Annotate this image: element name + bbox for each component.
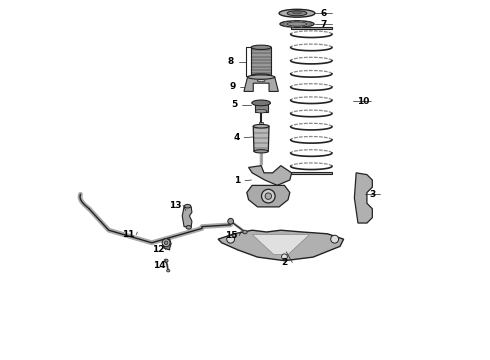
Ellipse shape (279, 9, 315, 17)
Ellipse shape (282, 23, 285, 25)
Ellipse shape (282, 254, 287, 260)
Ellipse shape (293, 11, 301, 14)
Text: 6: 6 (321, 9, 327, 18)
Polygon shape (252, 234, 310, 255)
Ellipse shape (285, 24, 287, 26)
Ellipse shape (265, 193, 271, 199)
Ellipse shape (292, 26, 294, 27)
Text: 7: 7 (321, 20, 327, 29)
Text: 13: 13 (169, 201, 181, 210)
Bar (291, 27, 332, 29)
Bar (259, 122, 263, 125)
Ellipse shape (243, 230, 247, 234)
Polygon shape (247, 185, 290, 207)
Polygon shape (218, 230, 343, 261)
Ellipse shape (252, 79, 270, 82)
Ellipse shape (252, 100, 270, 106)
Bar (251, 47, 271, 76)
Ellipse shape (253, 125, 269, 128)
Ellipse shape (287, 22, 307, 26)
Text: 15: 15 (225, 231, 238, 240)
Text: 4: 4 (233, 133, 240, 142)
Text: 10: 10 (357, 96, 369, 105)
Ellipse shape (164, 259, 168, 262)
Ellipse shape (255, 109, 267, 113)
Bar (255, 103, 268, 112)
Ellipse shape (307, 22, 309, 23)
Ellipse shape (251, 74, 271, 78)
Ellipse shape (164, 241, 168, 244)
Polygon shape (164, 239, 171, 250)
Ellipse shape (262, 189, 275, 203)
Text: 9: 9 (229, 82, 236, 91)
Bar (291, 172, 332, 174)
Polygon shape (248, 166, 292, 185)
Ellipse shape (331, 235, 339, 243)
Ellipse shape (228, 219, 234, 224)
Text: 11: 11 (122, 230, 135, 239)
Ellipse shape (292, 21, 294, 23)
Text: 3: 3 (369, 190, 375, 199)
Ellipse shape (300, 21, 302, 23)
Text: 5: 5 (231, 100, 237, 109)
Text: 12: 12 (152, 246, 165, 255)
Ellipse shape (307, 24, 309, 26)
Polygon shape (253, 126, 269, 151)
Ellipse shape (227, 235, 235, 243)
Ellipse shape (247, 75, 275, 79)
Ellipse shape (285, 22, 287, 23)
Ellipse shape (280, 21, 314, 27)
Polygon shape (354, 173, 372, 223)
Ellipse shape (257, 80, 265, 82)
Text: 14: 14 (153, 261, 166, 270)
Text: 1: 1 (234, 176, 240, 185)
Polygon shape (244, 77, 278, 91)
Ellipse shape (300, 26, 302, 27)
Ellipse shape (251, 45, 271, 49)
Polygon shape (182, 207, 192, 226)
Ellipse shape (287, 11, 307, 16)
Ellipse shape (309, 23, 312, 25)
Ellipse shape (254, 150, 269, 153)
Ellipse shape (167, 270, 170, 272)
Text: 8: 8 (227, 57, 234, 66)
Ellipse shape (162, 239, 170, 247)
Ellipse shape (186, 226, 192, 229)
Text: 2: 2 (281, 258, 288, 267)
Ellipse shape (184, 204, 191, 208)
